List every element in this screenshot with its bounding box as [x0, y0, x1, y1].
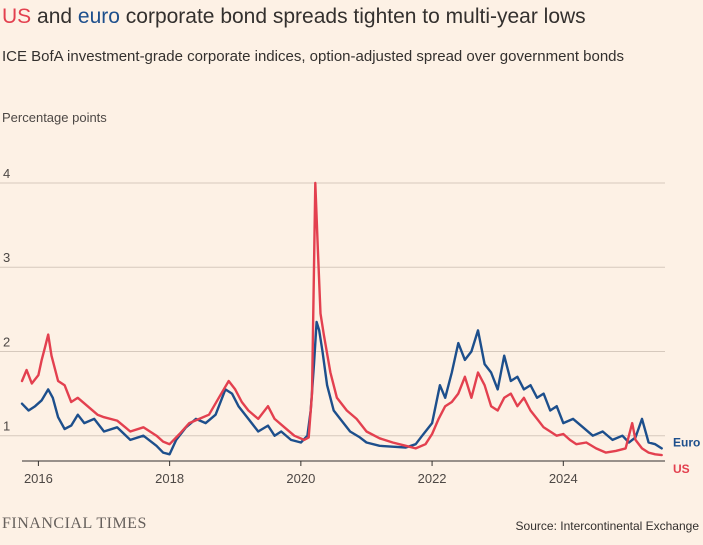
- series-label-euro: Euro: [673, 435, 700, 449]
- x-tick-label-2024: 2024: [549, 471, 578, 486]
- title-euro: euro: [77, 5, 120, 28]
- x-tick-label-2020: 2020: [286, 471, 315, 486]
- y-tick-label-3: 3: [3, 250, 10, 265]
- x-tick-label-2018: 2018: [155, 471, 184, 486]
- chart-title: US and euro corporate bond spreads tight…: [2, 3, 586, 31]
- y-tick-label-4: 4: [3, 166, 10, 181]
- title-and: and: [31, 5, 78, 28]
- x-tick-label-2016: 2016: [24, 471, 53, 486]
- series-line-us: [20, 181, 663, 457]
- grid-layer: [0, 182, 665, 437]
- title-rest: corporate bond spreads tighten to multi-…: [119, 5, 586, 28]
- series-layer: [20, 181, 663, 457]
- axis-layer: 1 2 3 4 2016 2018 2020 2022 2024 Euro US: [3, 166, 700, 486]
- series-line-euro: [20, 320, 663, 456]
- y-tick-label-2: 2: [3, 334, 10, 349]
- y-axis-unit-label: Percentage points: [2, 110, 107, 125]
- title-us: US: [2, 5, 32, 28]
- brand-logo: FINANCIAL TIMES: [2, 515, 147, 532]
- x-tick-label-2022: 2022: [418, 471, 447, 486]
- y-tick-label-1: 1: [3, 419, 10, 434]
- series-label-us: US: [673, 462, 690, 476]
- source-note: Source: Intercontinental Exchange: [515, 519, 699, 533]
- chart-subtitle: ICE BofA investment-grade corporate indi…: [2, 48, 625, 65]
